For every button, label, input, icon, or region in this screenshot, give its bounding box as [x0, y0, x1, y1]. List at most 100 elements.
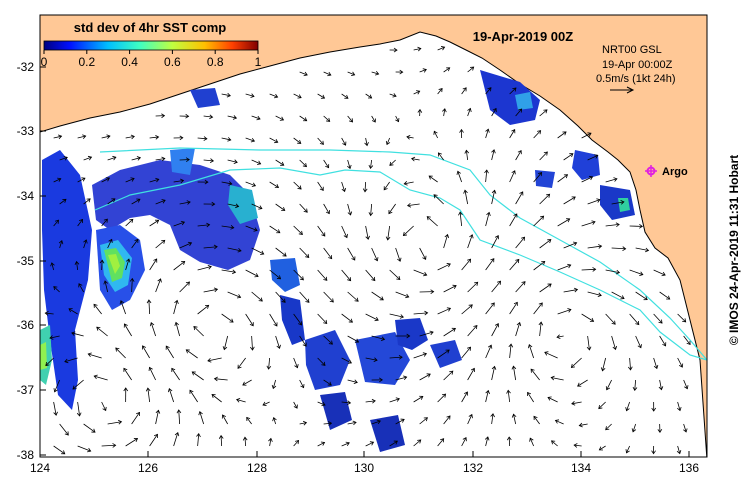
current-arrow: [511, 413, 517, 425]
current-arrow: [395, 247, 402, 262]
current-arrow: [491, 149, 496, 161]
current-arrow: [115, 347, 126, 359]
current-arrow: [527, 391, 534, 403]
current-arrow: [101, 401, 107, 412]
current-arrow: [491, 280, 502, 293]
y-axis: -32 -33 -34 -35 -36 -37 -38: [17, 60, 46, 462]
x-axis: 124 126 128 130 132 134 136: [30, 451, 699, 475]
current-arrow: [586, 335, 592, 351]
current-arrow: [437, 87, 443, 95]
current-arrow: [341, 313, 353, 323]
current-arrow: [461, 346, 472, 359]
current-arrow: [437, 307, 452, 315]
current-arrow: [629, 269, 644, 276]
current-arrow: [659, 291, 671, 300]
current-arrow: [508, 343, 514, 359]
info-block: NRT00 GSL 19-Apr 00:00Z 0.5m/s (1kt 24h): [596, 44, 675, 94]
current-arrow: [45, 357, 54, 367]
current-arrow: [341, 357, 353, 364]
current-arrow: [221, 181, 233, 186]
current-arrow: [173, 178, 185, 184]
current-arrow: [456, 170, 463, 183]
current-arrow: [605, 269, 621, 275]
current-arrow: [269, 313, 278, 327]
current-arrow: [165, 345, 174, 359]
colorbar-tick-label: 0.6: [164, 55, 181, 69]
y-tick-label: -33: [17, 124, 35, 138]
current-arrow: [628, 357, 633, 371]
current-arrow: [44, 311, 54, 316]
current-arrow: [83, 239, 88, 249]
current-arrow: [171, 367, 180, 381]
current-arrow: [365, 313, 379, 322]
current-arrow: [389, 269, 401, 281]
current-arrow: [347, 159, 352, 170]
current-arrow: [651, 401, 657, 412]
current-arrow: [368, 159, 374, 169]
current-arrow: [364, 137, 369, 147]
current-arrow: [443, 415, 451, 425]
current-arrow: [413, 46, 422, 52]
current-arrow: [218, 434, 224, 447]
current-arrow: [123, 323, 132, 337]
current-arrow: [651, 445, 656, 455]
current-arrow: [539, 109, 548, 117]
current-arrow: [275, 335, 281, 349]
x-tick-label: 126: [138, 461, 158, 475]
current-arrow: [149, 219, 160, 227]
current-arrow: [227, 115, 238, 120]
colorbar-tick-label: 1: [255, 55, 262, 69]
info-line-3: 0.5m/s (1kt 24h): [596, 73, 675, 85]
current-arrow: [341, 137, 347, 146]
current-arrow: [389, 47, 398, 53]
current-arrow: [53, 401, 58, 416]
current-arrow: [419, 68, 427, 73]
current-arrow: [197, 264, 212, 271]
current-arrow: [173, 220, 186, 227]
current-arrow: [557, 308, 572, 315]
current-arrow: [293, 181, 302, 190]
current-arrow: [605, 379, 612, 391]
current-arrow: [389, 440, 398, 447]
current-arrow: [563, 241, 578, 249]
current-arrow: [197, 222, 211, 228]
current-arrow: [193, 326, 204, 337]
current-arrow: [245, 269, 259, 278]
current-arrow: [419, 330, 434, 337]
current-arrow: [149, 134, 160, 140]
current-arrow: [677, 357, 684, 368]
current-arrow: [527, 344, 535, 359]
current-arrow: [293, 269, 304, 281]
current-arrow: [506, 436, 512, 447]
current-arrow: [123, 387, 129, 403]
current-arrow: [125, 134, 135, 140]
colorbar-tick-label: 0.2: [78, 55, 95, 69]
colorbar-tick-label: 0.8: [207, 55, 224, 69]
current-arrow: [250, 335, 255, 351]
current-arrow: [245, 93, 255, 98]
current-arrow: [433, 194, 444, 205]
current-arrow: [529, 437, 535, 447]
current-arrow: [653, 269, 666, 277]
current-arrow: [93, 303, 102, 315]
current-arrow: [347, 247, 356, 261]
current-arrow: [155, 156, 166, 162]
current-arrow: [463, 189, 469, 205]
current-arrow: [515, 149, 522, 161]
current-arrow: [269, 269, 282, 280]
current-arrow: [677, 401, 682, 412]
current-arrow: [581, 267, 597, 272]
current-arrow: [145, 387, 151, 403]
current-arrow: [323, 247, 333, 260]
current-arrow: [484, 436, 490, 447]
current-arrow: [87, 352, 102, 359]
current-arrow: [556, 334, 564, 340]
current-arrow: [131, 411, 140, 425]
current-arrow: [101, 218, 108, 227]
current-arrow: [653, 313, 663, 324]
current-arrow: [365, 357, 378, 362]
current-arrow: [533, 130, 542, 139]
current-arrow: [467, 413, 473, 425]
current-arrow: [625, 445, 631, 454]
current-arrow: [101, 134, 111, 139]
